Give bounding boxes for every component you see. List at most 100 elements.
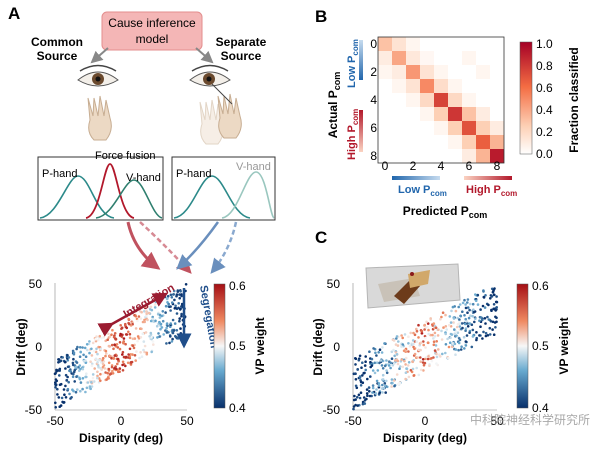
scatter-point (83, 346, 87, 350)
separate-source-line2: Source (221, 49, 262, 63)
scatter-point (437, 328, 440, 332)
heatmap-ytick-2: 2 (370, 65, 377, 79)
scatter-point (391, 363, 395, 367)
scatter-point (99, 366, 102, 370)
scatter-point (370, 357, 374, 361)
scatter-point (389, 366, 392, 370)
heatmap-cell (462, 149, 476, 163)
scatter-point (473, 320, 476, 324)
scatter-point (82, 353, 85, 357)
colorbar-c-tick-mid: 0.5 (532, 339, 549, 353)
scatter-point (396, 362, 400, 366)
scatter-point (383, 342, 386, 345)
scatter-point (495, 316, 498, 320)
force-fusion-curve (85, 163, 135, 219)
scatter-point (468, 308, 471, 312)
heatmap-cell (406, 51, 420, 65)
scatter-point (481, 318, 484, 322)
scatter-point (471, 314, 474, 318)
scatter-point (364, 368, 368, 372)
scatter-point (72, 351, 76, 355)
scatter-point (478, 334, 481, 337)
scatter-point (390, 350, 394, 354)
scatter-point (402, 349, 406, 353)
scatter-point (368, 390, 371, 393)
heatmap-cell (462, 135, 476, 149)
scatter-point (395, 353, 399, 356)
scatter-point (385, 379, 388, 383)
scatter-point (112, 347, 115, 351)
scatter-point (172, 329, 176, 332)
scatter-point (128, 332, 132, 336)
heatmap-cell (378, 37, 392, 51)
heatmap-cell (448, 93, 462, 107)
scatter-point (425, 320, 428, 324)
scatter-point (439, 355, 442, 358)
scatter-point (374, 392, 378, 395)
scatter-point (110, 365, 114, 369)
scatter-point (427, 332, 431, 336)
scatter-point (79, 389, 82, 393)
heatmap-cell (392, 37, 406, 51)
scatter-point (466, 311, 469, 315)
scatter-point (74, 390, 78, 394)
heatmap-cell (476, 65, 490, 79)
colorbar-b-tick-08: 0.8 (536, 59, 553, 73)
scatter-point (78, 346, 82, 349)
scatter-point (61, 400, 64, 404)
scatter-point (444, 325, 448, 328)
scatter-point (96, 352, 99, 356)
heatmap-cell (392, 93, 406, 107)
scatter-point (392, 339, 396, 342)
scatter-point (464, 303, 467, 306)
scatter-point (354, 384, 358, 388)
scatter-point (90, 364, 94, 368)
low-pcom-left: Low Pcom (346, 39, 360, 88)
scatter-point (364, 360, 367, 364)
scatter-point (128, 336, 132, 340)
scatter-point (142, 348, 145, 352)
low-gradient-bar-bottom (392, 176, 440, 180)
scatter-point (412, 342, 415, 346)
scatter-point (393, 384, 396, 388)
scatter-point (464, 340, 468, 343)
scatter-point (179, 290, 182, 293)
scatter-point (92, 349, 96, 353)
separate-source-line1: Separate (216, 35, 267, 49)
scatter-point (421, 358, 425, 361)
scatter-point (164, 304, 168, 308)
heatmap-ytick-4: 4 (370, 93, 377, 107)
heatmap-cell (448, 37, 462, 51)
scatter-point (129, 353, 133, 356)
scatter-point (450, 345, 454, 349)
scatter-plot-c (352, 283, 499, 411)
scatter-point (404, 356, 408, 360)
scatter-point (184, 283, 188, 286)
scatter-point (396, 382, 400, 386)
scatter-point (458, 325, 462, 328)
scatter-point (371, 391, 374, 394)
scatter-point (178, 317, 181, 320)
scatter-point (86, 381, 90, 384)
scatter-point (487, 303, 490, 307)
scatter-point (366, 377, 369, 381)
scatter-point (487, 318, 491, 321)
heatmap-cell (392, 135, 406, 149)
scatter-point (466, 298, 470, 301)
scatter-point (356, 395, 359, 399)
scatter-point (380, 351, 384, 354)
scatter-point (90, 354, 94, 357)
scatter-point (90, 347, 93, 351)
scatter-point (143, 344, 147, 348)
scatter-point (479, 325, 482, 329)
scatter-point (169, 325, 172, 329)
scatter-point (442, 326, 445, 329)
scatter-point (470, 323, 474, 327)
scatter-point (447, 345, 451, 349)
scatter-point (94, 350, 98, 354)
scatter-point (484, 294, 487, 297)
panel-c-letter: C (315, 228, 327, 247)
scatter-point (111, 369, 114, 373)
scatter-point (107, 344, 111, 348)
